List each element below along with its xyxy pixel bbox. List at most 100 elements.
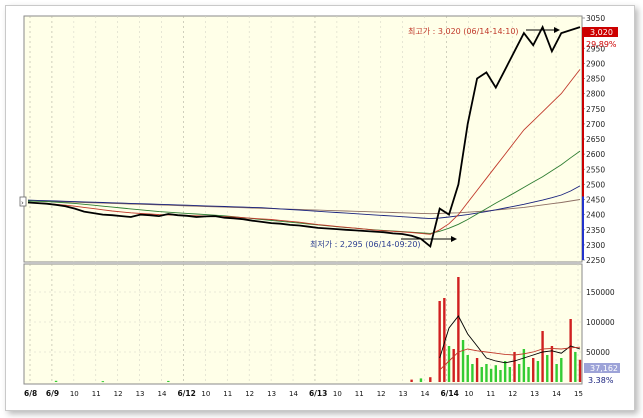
- price-grid: [29, 16, 579, 262]
- volume-bar: [489, 368, 493, 382]
- volume-y-axis: 50000 100000 150000: [586, 288, 615, 357]
- x-tick-label: 6/14: [440, 389, 458, 398]
- volume-bar: [550, 346, 554, 382]
- x-tick-label: 6/13: [309, 389, 327, 398]
- price-line: [27, 24, 581, 248]
- x-tick-label: 10: [333, 390, 342, 398]
- volume-average-line: [439, 346, 581, 371]
- x-tick-label: 13: [399, 390, 408, 398]
- volume-bar: [167, 380, 170, 382]
- volume-bar: [527, 367, 530, 382]
- price-tick-label: 2650: [586, 135, 605, 144]
- volume-bar: [574, 352, 577, 382]
- current-volume-badge: [584, 363, 620, 373]
- volume-bar: [480, 367, 483, 382]
- x-tick-label: 11: [486, 390, 495, 398]
- high-annotation-text: 최고가 : 3,020 (06/14-14:10): [408, 26, 519, 36]
- volume-bar: [546, 355, 549, 382]
- current-price-badge: [584, 27, 618, 37]
- x-tick-label: 12: [508, 390, 517, 398]
- volume-tick-label: 100000: [586, 318, 615, 327]
- volume-bar: [438, 301, 441, 382]
- x-tick-label: 14: [158, 390, 167, 398]
- x-tick-label: 10: [201, 390, 210, 398]
- volume-bar: [443, 298, 446, 382]
- x-tick-label: 15: [574, 390, 583, 398]
- volume-average-line: [439, 315, 581, 364]
- volume-bar: [569, 319, 572, 382]
- price-series: [27, 24, 581, 248]
- x-tick-label: 13: [267, 390, 276, 398]
- price-y-axis: 2250 2300 2350 2400 2450 2500 2550 2600 2650 2700…: [582, 14, 605, 265]
- price-tick-label: 2700: [586, 120, 605, 129]
- current-price-label: 3,020: [590, 28, 613, 37]
- volume-bar: [466, 355, 469, 382]
- volume-bar: [536, 361, 540, 382]
- volume-bar: [513, 352, 516, 382]
- price-panel: [23, 15, 583, 263]
- volume-bar: [555, 364, 558, 382]
- price-tick-label: 2800: [586, 90, 605, 99]
- x-axis: 6/8 6/9 10 11 12 13 14 6/12 10 11 12 13 14 6/13 10 11 12…: [24, 389, 583, 398]
- low-annotation-text: 최저가 : 2,295 (06/14-09:20): [310, 239, 421, 249]
- x-tick-label: 11: [92, 390, 101, 398]
- volume-bar: [475, 358, 479, 382]
- volume-bars: [54, 277, 582, 383]
- volume-tick-label: 150000: [586, 288, 615, 297]
- x-tick-label: 11: [223, 390, 232, 398]
- moving-average-line: [27, 69, 581, 235]
- volume-bar: [499, 370, 502, 382]
- volume-panel: [23, 263, 583, 385]
- volume-bar: [457, 277, 460, 382]
- x-tick-label: 10: [70, 390, 79, 398]
- volume-bar: [101, 381, 105, 383]
- moving-average-line: [27, 185, 581, 220]
- left-edge-glyph: ›: [21, 199, 24, 207]
- left-edge-marker: [19, 196, 27, 207]
- volume-bar: [503, 361, 507, 382]
- volume-bar: [517, 364, 521, 382]
- volume-bar: [471, 364, 474, 382]
- price-tick-label: 3050: [586, 14, 605, 23]
- price-tick-label: 2600: [586, 150, 605, 159]
- volume-bar: [578, 359, 582, 382]
- current-volume-label: 37,162: [590, 364, 618, 373]
- chart-frame: 2250 2300 2350 2400 2450 2500 2550 2600 2650 2700…: [5, 5, 635, 411]
- low-annotation: 최저가 : 2,295 (06/14-09:20): [310, 236, 457, 249]
- x-tick-label: 13: [530, 390, 539, 398]
- volume-bar: [447, 346, 451, 382]
- price-tick-label: 2550: [586, 165, 605, 174]
- volume-bar: [560, 358, 563, 382]
- stock-chart: 2250 2300 2350 2400 2450 2500 2550 2600 2650 2700…: [19, 14, 620, 398]
- x-tick-label: 14: [552, 390, 561, 398]
- volume-percent-label: 3.38%: [588, 376, 614, 385]
- x-tick-label: 12: [245, 390, 254, 398]
- x-tick-label: 6/12: [177, 389, 195, 398]
- volume-bar: [541, 331, 544, 382]
- volume-bar: [452, 349, 455, 382]
- x-tick-label: 12: [377, 390, 386, 398]
- volume-bar: [54, 380, 58, 382]
- volume-bar: [485, 364, 488, 382]
- volume-bar: [429, 377, 432, 382]
- price-tick-label: 2850: [586, 75, 605, 84]
- volume-series: [439, 315, 581, 371]
- volume-bar: [461, 340, 465, 382]
- volume-bar: [494, 365, 497, 382]
- price-tick-label: 2350: [586, 226, 605, 235]
- price-tick-label: 2400: [586, 211, 605, 220]
- volume-bar: [522, 349, 526, 382]
- price-tick-label: 2750: [586, 105, 605, 114]
- x-tick-label: 12: [114, 390, 123, 398]
- price-tick-label: 2300: [586, 241, 605, 250]
- x-tick-label: 14: [289, 390, 298, 398]
- x-tick-label: 6/8: [24, 389, 37, 398]
- x-tick-label: 6/9: [46, 389, 59, 398]
- price-tick-label: 2250: [586, 256, 605, 265]
- x-tick-label: 14: [421, 390, 430, 398]
- volume-bar: [532, 358, 535, 382]
- x-tick-label: 11: [355, 390, 364, 398]
- x-tick-label: 10: [464, 390, 473, 398]
- moving-average-line: [27, 150, 581, 234]
- price-tick-label: 2900: [586, 59, 605, 68]
